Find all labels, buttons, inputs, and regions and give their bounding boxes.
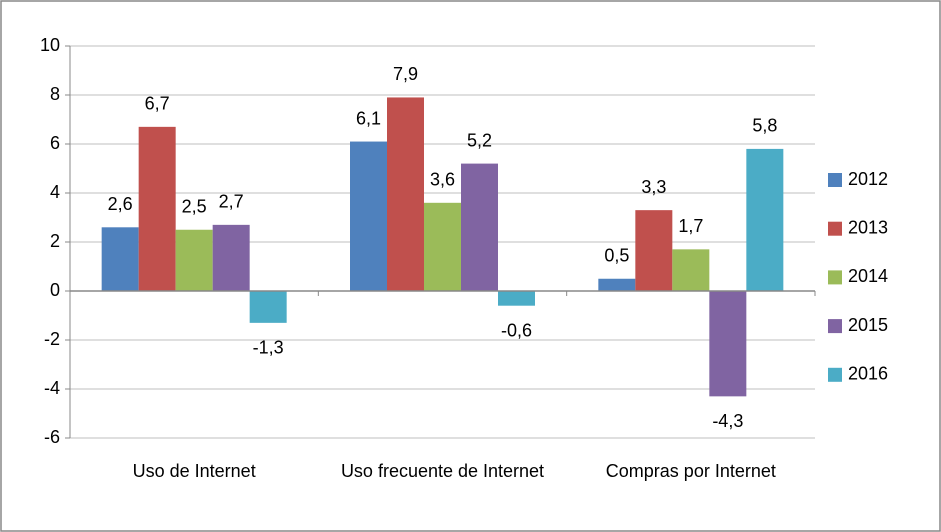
data-label: 6,7 xyxy=(145,94,170,114)
legend-label: 2013 xyxy=(848,217,888,237)
legend-swatch xyxy=(828,173,842,187)
y-tick-label: 10 xyxy=(40,35,60,55)
bar xyxy=(672,249,710,291)
legend-label: 2015 xyxy=(848,315,888,335)
legend-label: 2014 xyxy=(848,266,888,286)
bar xyxy=(461,163,498,291)
data-label: 5,2 xyxy=(467,130,492,150)
y-tick-label: -6 xyxy=(44,427,60,447)
bar xyxy=(498,291,535,306)
data-label: 2,5 xyxy=(182,197,207,217)
data-label: 0,5 xyxy=(604,246,629,266)
bar xyxy=(635,210,673,291)
x-tick-label: Uso frecuente de Internet xyxy=(341,461,544,481)
y-tick-label: -4 xyxy=(44,378,60,398)
y-tick-label: 2 xyxy=(50,231,60,251)
bar xyxy=(387,97,424,291)
legend-swatch xyxy=(828,221,842,236)
data-label: 6,1 xyxy=(356,108,381,128)
bar xyxy=(598,278,636,291)
y-tick-label: 6 xyxy=(50,133,60,153)
bar xyxy=(746,148,784,291)
x-tick-label: Uso de Internet xyxy=(133,461,256,481)
bar xyxy=(249,291,287,323)
data-label: 2,7 xyxy=(219,192,244,212)
legend-label: 2012 xyxy=(848,169,888,189)
bar xyxy=(709,291,747,397)
data-label: 5,8 xyxy=(752,116,777,136)
bar xyxy=(101,227,139,291)
y-tick-label: -2 xyxy=(44,329,60,349)
bar xyxy=(175,229,213,291)
y-tick-label: 0 xyxy=(50,280,60,300)
data-label: -4,3 xyxy=(712,411,743,431)
legend-swatch xyxy=(828,319,842,334)
legend-swatch xyxy=(828,367,842,382)
legend-label: 2016 xyxy=(848,364,888,384)
data-label: 7,9 xyxy=(393,64,418,84)
bar xyxy=(212,224,250,291)
bar xyxy=(424,202,461,291)
data-label: 3,3 xyxy=(641,177,666,197)
data-label: 3,6 xyxy=(430,170,455,190)
data-label: 2,6 xyxy=(108,194,133,214)
data-label: -0,6 xyxy=(501,320,532,340)
data-label: -1,3 xyxy=(253,338,284,358)
y-tick-label: 8 xyxy=(50,84,60,104)
data-label: 1,7 xyxy=(678,216,703,236)
y-tick-label: 4 xyxy=(50,182,60,202)
x-tick-label: Compras por Internet xyxy=(606,461,776,481)
bar xyxy=(138,126,176,291)
legend-swatch xyxy=(828,270,842,285)
bar xyxy=(350,141,387,291)
